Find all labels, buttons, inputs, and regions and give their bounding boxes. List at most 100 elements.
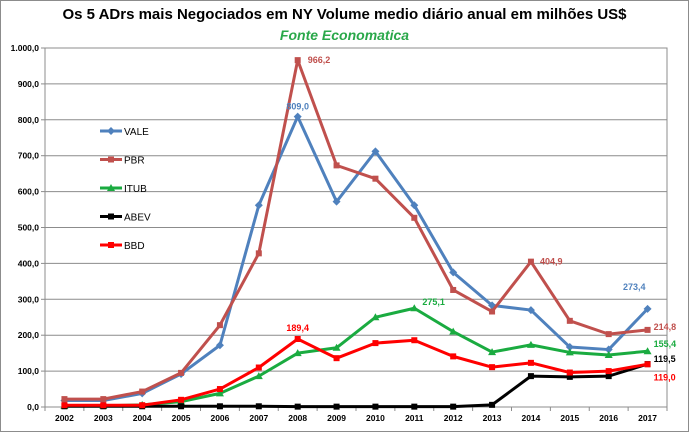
- data-point-pbr: [255, 250, 262, 257]
- x-tick-label: 2003: [94, 413, 113, 423]
- data-point-bbd: [566, 369, 573, 376]
- legend-label-bbd: BBD: [124, 241, 145, 252]
- legend-marker: [108, 242, 114, 248]
- series-line-pbr: [64, 58, 648, 401]
- data-label: 189,4: [286, 323, 309, 333]
- series-line-abev: [64, 362, 649, 409]
- data-point-abev: [294, 403, 301, 410]
- data-point-abev: [255, 403, 262, 410]
- data-label: 155,4: [654, 339, 677, 349]
- data-point-abev: [527, 373, 534, 380]
- data-point-itub: [332, 343, 341, 351]
- x-tick-label: 2012: [444, 413, 463, 423]
- data-label: 809,0: [286, 102, 309, 112]
- data-point-bbd: [605, 368, 612, 375]
- y-tick-label: 0,0: [27, 402, 39, 412]
- data-label: 275,1: [422, 297, 445, 307]
- data-point-pbr: [333, 162, 340, 169]
- data-point-bbd: [411, 337, 418, 344]
- data-point-pbr: [100, 396, 107, 403]
- data-point-itub: [215, 389, 224, 397]
- y-tick-label: 400,0: [18, 258, 40, 268]
- data-point-abev: [489, 401, 496, 408]
- data-point-pbr: [566, 317, 573, 324]
- data-point-bbd: [178, 396, 185, 403]
- data-point-vale: [526, 306, 535, 315]
- data-point-bbd: [61, 402, 68, 409]
- data-point-vale: [449, 268, 458, 277]
- data-point-bbd: [527, 359, 534, 366]
- legend-marker: [108, 213, 114, 220]
- y-tick-label: 900,0: [18, 79, 40, 89]
- y-tick-label: 200,0: [18, 330, 40, 340]
- legend-label-itub: ITUB: [124, 184, 147, 195]
- x-tick-label: 2016: [599, 413, 618, 423]
- x-tick-label: 2002: [55, 413, 74, 423]
- data-point-abev: [450, 403, 457, 410]
- x-tick-label: 2004: [133, 413, 152, 423]
- data-point-bbd: [450, 353, 457, 360]
- data-point-vale: [410, 201, 419, 210]
- data-point-vale: [565, 343, 574, 352]
- data-point-vale: [604, 345, 613, 354]
- x-tick-label: 2017: [638, 413, 657, 423]
- y-tick-label: 1.000,0: [11, 43, 40, 53]
- data-point-abev: [333, 403, 340, 410]
- x-tick-label: 2013: [483, 413, 502, 423]
- data-point-itub: [643, 347, 652, 355]
- data-point-abev: [411, 403, 418, 410]
- data-point-itub: [254, 372, 263, 380]
- data-point-itub: [410, 304, 419, 312]
- y-tick-label: 700,0: [18, 151, 40, 161]
- data-point-itub: [449, 327, 458, 335]
- data-point-bbd: [139, 402, 146, 409]
- data-point-pbr: [61, 396, 68, 403]
- data-point-abev: [566, 373, 573, 380]
- data-point-pbr: [644, 326, 651, 333]
- legend-label-abev: ABEV: [124, 213, 151, 224]
- data-point-itub: [565, 348, 574, 356]
- data-point-pbr: [527, 258, 534, 265]
- legend-marker: [107, 184, 115, 191]
- y-tick-label: 600,0: [18, 187, 40, 197]
- legend-label-vale: VALE: [124, 127, 149, 138]
- legend-marker: [108, 156, 114, 163]
- data-label: 273,4: [623, 282, 646, 292]
- data-point-pbr: [489, 308, 496, 315]
- data-point-itub: [526, 340, 535, 348]
- chart-subtitle: Fonte Economatica: [279, 27, 410, 43]
- y-tick-label: 800,0: [18, 115, 40, 125]
- data-point-pbr: [450, 286, 457, 293]
- data-point-bbd: [372, 340, 379, 347]
- x-tick-label: 2008: [288, 413, 307, 423]
- data-point-bbd: [216, 386, 223, 393]
- data-label: 404,9: [540, 257, 563, 267]
- series-line-bbd: [64, 337, 648, 407]
- data-point-pbr: [411, 214, 418, 221]
- data-point-abev: [372, 403, 379, 410]
- legend-label-pbr: PBR: [124, 156, 145, 167]
- data-point-bbd: [255, 364, 262, 371]
- data-point-abev: [605, 373, 612, 380]
- data-point-abev: [216, 403, 223, 410]
- x-tick-label: 2009: [327, 413, 346, 423]
- data-label: 214,8: [654, 322, 677, 332]
- data-point-pbr: [605, 331, 612, 338]
- data-point-pbr: [372, 175, 379, 182]
- data-label: 119,5: [654, 354, 676, 364]
- chart-title: Os 5 ADrs mais Negociados em NY Volume m…: [62, 6, 627, 23]
- y-tick-label: 500,0: [18, 223, 40, 233]
- data-point-vale: [332, 197, 341, 206]
- x-tick-label: 2006: [210, 413, 229, 423]
- data-point-vale: [643, 304, 652, 313]
- y-tick-label: 100,0: [18, 366, 40, 376]
- y-tick-label: 300,0: [18, 294, 40, 304]
- data-point-vale: [293, 112, 302, 121]
- data-point-bbd: [333, 355, 340, 362]
- data-point-vale: [371, 147, 380, 156]
- data-point-vale: [215, 341, 224, 350]
- x-tick-label: 2014: [521, 413, 540, 423]
- data-label: 966,2: [308, 55, 331, 65]
- data-point-vale: [254, 201, 263, 210]
